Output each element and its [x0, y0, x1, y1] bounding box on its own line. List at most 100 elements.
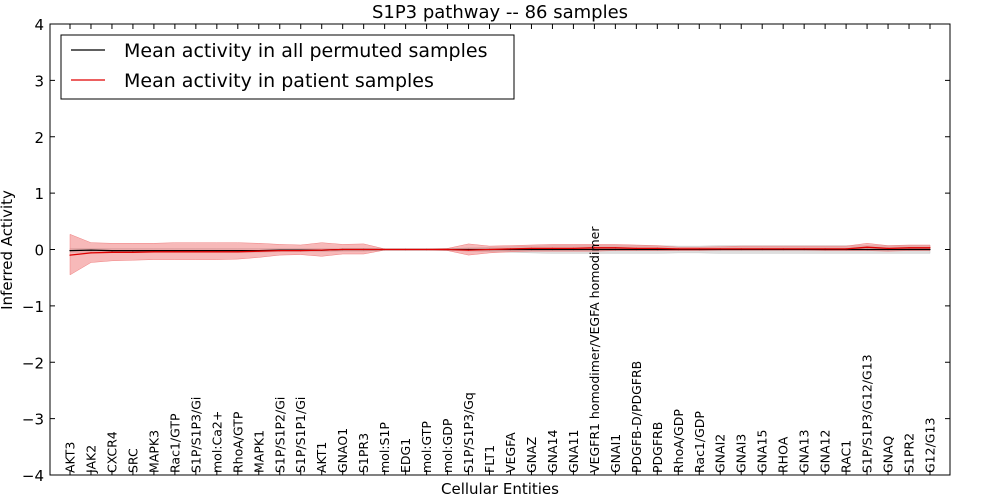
legend-frame: [60, 34, 515, 100]
x-tick-label: VEGFA: [503, 432, 518, 473]
patient-point: [614, 247, 617, 249]
patient-point: [405, 248, 407, 251]
x-tick-label: GNAI3: [734, 434, 749, 473]
x-tick-label: S1P/S1P3/Gi: [188, 397, 203, 473]
permuted-point: [614, 248, 617, 251]
y-tick-label: 1: [34, 185, 44, 203]
permuted-point: [111, 250, 113, 252]
x-tick-label: GNAI1: [608, 434, 623, 473]
x-tick-label: G12/G13: [923, 418, 938, 473]
x-tick-label: S1P/S1P3/G12/G13: [860, 354, 875, 473]
x-tick-label: GNAI2: [713, 434, 728, 473]
patient-point: [447, 248, 449, 251]
patient-point: [677, 248, 679, 250]
plot-area: [69, 233, 931, 276]
patient-point: [488, 248, 491, 251]
patient-point: [866, 246, 868, 248]
y-tick-label: −4: [22, 467, 44, 485]
patient-point: [342, 248, 344, 251]
patient-point: [824, 248, 826, 250]
x-tick-label: AKT3: [63, 442, 78, 473]
legend: Mean activity in all permuted samples Me…: [60, 34, 515, 100]
permuted-point: [69, 250, 71, 252]
x-tick-label: Rac1/GDP: [692, 411, 707, 473]
chart-title: S1P3 pathway -- 86 samples: [372, 2, 628, 23]
permuted-point: [174, 250, 176, 252]
x-tick-label: GNA14: [545, 429, 560, 473]
patient-point: [195, 251, 197, 253]
x-tick-label: GNA15: [755, 430, 770, 474]
x-tick-label: VEGFR1 homodimer/VEGFA homodimer: [587, 226, 602, 473]
x-tick-label: GNA11: [566, 430, 581, 474]
x-axis-ticks: AKT3 JAK2 CXCR4 SRC MAPK3 Rac1/GTP S1P/S1P3/Gi…: [63, 24, 938, 475]
permuted-point: [195, 250, 197, 252]
patient-point: [761, 248, 763, 250]
x-tick-label: AKT1: [314, 442, 329, 473]
x-tick-label: PDGFRB: [650, 422, 665, 473]
y-tick-label: 4: [34, 16, 44, 34]
patient-point: [887, 247, 889, 249]
patient-point: [237, 251, 239, 253]
x-tick-label: JAK2: [84, 445, 99, 474]
y-axis-label: Inferred Activity: [0, 190, 16, 310]
patient-point: [845, 248, 847, 250]
patient-point: [279, 250, 281, 252]
patient-point: [572, 247, 575, 249]
patient-mean-line: [69, 246, 930, 256]
patient-point: [300, 250, 302, 252]
permuted-point: [551, 248, 554, 251]
patient-point: [69, 254, 71, 256]
x-tick-label: GNAQ: [881, 436, 896, 473]
patient-point: [467, 249, 470, 251]
legend-label-permuted: Mean activity in all permuted samples: [124, 40, 487, 62]
patient-point: [740, 248, 742, 250]
patient-point: [174, 251, 176, 253]
x-tick-label: Rac1/GTP: [167, 413, 182, 473]
patient-band: [69, 233, 931, 276]
permuted-point: [929, 248, 931, 251]
y-tick-label: 2: [34, 129, 44, 147]
permuted-point: [656, 248, 658, 251]
x-tick-label: SRC: [125, 448, 140, 473]
patient-point: [426, 248, 428, 251]
y-tick-label: 0: [34, 242, 44, 260]
patient-point: [593, 247, 596, 249]
patient-point: [656, 247, 658, 249]
permuted-point: [866, 248, 868, 251]
x-tick-label: RhoA/GDP: [671, 409, 686, 473]
patient-point: [929, 247, 931, 249]
x-tick-label: mol:GDP: [440, 418, 455, 473]
permuted-point: [593, 248, 596, 251]
permuted-point: [635, 248, 637, 251]
x-tick-label: S1PR2: [902, 433, 917, 473]
permuted-point: [90, 249, 92, 251]
patient-point: [551, 247, 554, 249]
x-tick-label: RHOA: [776, 436, 791, 473]
x-tick-label: GNAZ: [524, 437, 539, 473]
patient-point: [363, 248, 365, 251]
patient-point: [132, 251, 134, 253]
x-tick-label: S1P/S1P2/Gi: [272, 397, 287, 473]
permuted-point: [237, 250, 239, 252]
patient-point: [530, 247, 533, 249]
x-tick-label: mol:GTP: [419, 421, 434, 473]
x-tick-label: EDG1: [398, 438, 413, 473]
x-tick-label: S1P/S1P1/Gi: [293, 397, 308, 473]
x-tick-label: MAPK1: [251, 430, 266, 473]
y-tick-label: 3: [34, 72, 44, 90]
patient-point: [635, 247, 637, 249]
permuted-point: [153, 250, 155, 252]
y-tick-label: −2: [22, 354, 44, 372]
patient-point: [90, 252, 92, 254]
y-axis-ticks: −4 −3 −2 −1 0 1 2 3 4: [22, 16, 950, 485]
patient-point: [698, 248, 700, 250]
patient-point: [384, 248, 386, 251]
permuted-point: [887, 248, 889, 251]
patient-point: [782, 248, 784, 250]
permuted-point: [530, 248, 533, 251]
y-tick-label: −1: [22, 298, 44, 316]
x-tick-label: mol:S1P: [377, 422, 392, 473]
patient-point: [908, 247, 910, 249]
patient-point: [719, 248, 721, 250]
